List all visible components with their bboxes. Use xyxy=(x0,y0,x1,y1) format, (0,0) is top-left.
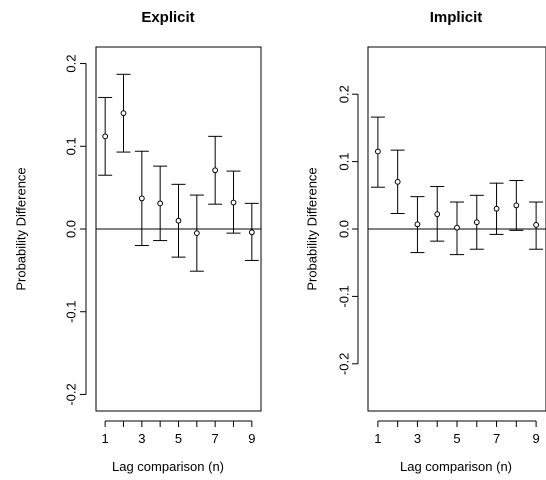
explicit-data-point xyxy=(138,195,145,202)
explicit-panel-title: Explicit xyxy=(141,9,194,26)
explicit-y-tick-label: -0.2 xyxy=(63,383,78,405)
implicit-y-axis-title: Probability Difference xyxy=(304,167,319,290)
implicit-x-tick-label: 5 xyxy=(453,431,460,446)
implicit-data-point xyxy=(394,178,401,185)
implicit-data-point xyxy=(454,224,460,231)
explicit-data-point xyxy=(120,110,127,117)
explicit-y-axis-title: Probability Difference xyxy=(13,167,28,290)
implicit-data-point xyxy=(513,202,520,209)
explicit-x-tick-label: 7 xyxy=(212,431,219,446)
explicit-x-tick-label: 9 xyxy=(248,431,255,446)
explicit-x-axis-title: Lag comparison (n) xyxy=(112,459,224,474)
explicit-data-point xyxy=(175,217,182,224)
implicit-x-axis-title: Lag comparison (n) xyxy=(400,459,512,474)
explicit-data-point xyxy=(102,133,109,140)
explicit-data-point xyxy=(193,230,200,237)
implicit-data-point xyxy=(414,221,421,228)
implicit-y-tick-label: 0.2 xyxy=(336,85,351,103)
implicit-data-point xyxy=(533,222,540,228)
explicit-data-point xyxy=(230,199,237,206)
explicit-y-tick-label: 0.2 xyxy=(63,55,78,73)
implicit-y-tick-label: -0.2 xyxy=(336,353,351,375)
explicit-y-tick-label: 0.0 xyxy=(63,220,78,238)
implicit-x-tick-label: 1 xyxy=(374,431,381,446)
implicit-x-tick-label: 7 xyxy=(493,431,500,446)
explicit-data-point xyxy=(248,229,255,236)
implicit-data-point xyxy=(434,211,441,218)
explicit-y-tick-label: 0.1 xyxy=(63,137,78,155)
explicit-x-tick-label: 5 xyxy=(175,431,182,446)
implicit-data-point xyxy=(473,219,480,226)
implicit-y-tick-label: 0.1 xyxy=(336,153,351,171)
implicit-data-point xyxy=(374,148,381,155)
explicit-y-tick-label: -0.1 xyxy=(63,301,78,323)
explicit-x-tick-label: 1 xyxy=(102,431,109,446)
implicit-y-tick-label: -0.1 xyxy=(336,285,351,307)
implicit-panel-title: Implicit xyxy=(430,9,483,26)
explicit-data-point xyxy=(157,200,164,207)
explicit-data-point xyxy=(212,167,219,174)
implicit-x-tick-label: 9 xyxy=(532,431,539,446)
implicit-y-tick-label: 0.0 xyxy=(336,220,351,238)
explicit-x-tick-label: 3 xyxy=(138,431,145,446)
implicit-data-point xyxy=(493,205,500,212)
implicit-x-tick-label: 3 xyxy=(414,431,421,446)
